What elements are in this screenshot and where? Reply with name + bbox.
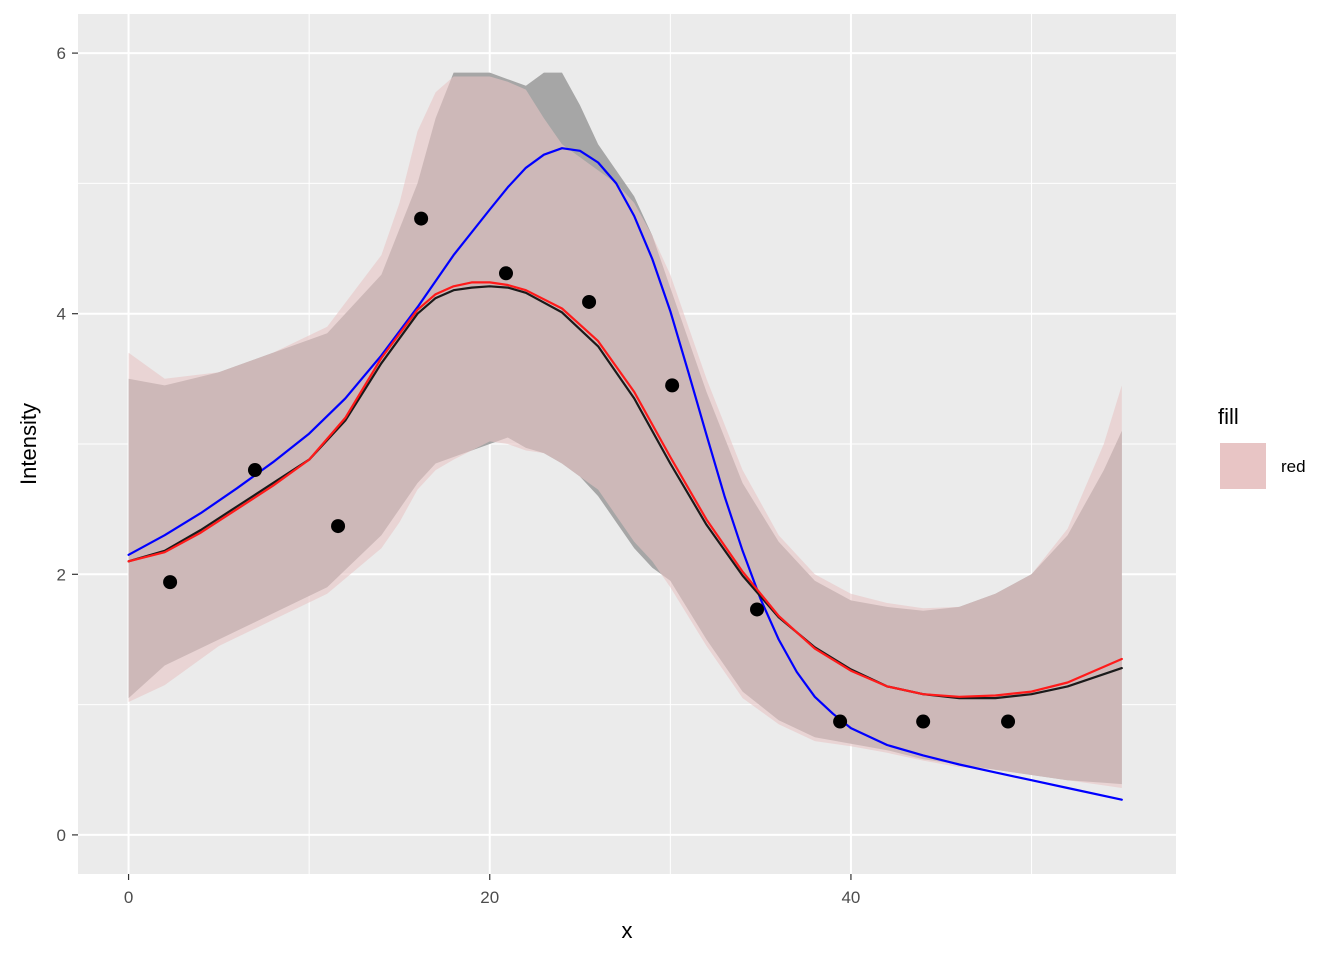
series-line-blue bbox=[127, 147, 1123, 801]
axis-ticks bbox=[72, 52, 852, 880]
data-point bbox=[163, 575, 178, 590]
y-tick-label: 6 bbox=[57, 44, 66, 63]
data-point bbox=[582, 294, 597, 309]
data-point bbox=[833, 714, 848, 729]
data-point bbox=[750, 602, 765, 617]
data-point bbox=[1001, 714, 1016, 729]
tick-labels: 0 20 40 0 2 4 6 bbox=[57, 44, 861, 907]
y-tick-label: 0 bbox=[57, 826, 66, 845]
x-tick-label: 40 bbox=[841, 888, 860, 907]
legend: fill red bbox=[1218, 404, 1306, 489]
confidence-bands bbox=[128, 72, 1122, 788]
y-tick-label: 2 bbox=[57, 565, 66, 584]
band-red bbox=[128, 76, 1122, 788]
data-point bbox=[331, 519, 346, 534]
legend-title: fill bbox=[1218, 404, 1239, 429]
y-axis-title: Intensity bbox=[16, 403, 41, 485]
x-tick-label: 20 bbox=[480, 888, 499, 907]
data-point bbox=[665, 378, 680, 393]
legend-key-red bbox=[1220, 443, 1266, 489]
data-point bbox=[247, 463, 262, 478]
x-axis-title: x bbox=[622, 918, 633, 943]
data-point bbox=[916, 714, 931, 729]
series-line-red bbox=[127, 281, 1123, 698]
data-points bbox=[163, 211, 1016, 729]
data-point bbox=[499, 266, 514, 281]
y-tick-label: 4 bbox=[57, 305, 66, 324]
series-lines bbox=[127, 147, 1123, 801]
data-point bbox=[414, 211, 429, 226]
legend-label-red: red bbox=[1281, 457, 1306, 476]
x-tick-label: 0 bbox=[124, 888, 133, 907]
